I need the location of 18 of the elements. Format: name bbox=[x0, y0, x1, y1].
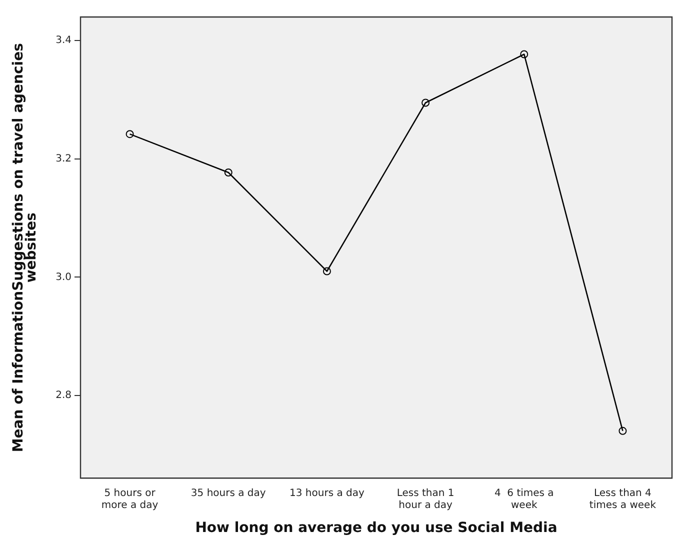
x-tick-label: 13 hours a day bbox=[290, 488, 364, 499]
x-tick-label: 5 hours or more a day bbox=[101, 488, 158, 511]
point bbox=[322, 267, 331, 276]
y-tick-label: 3.2 bbox=[56, 154, 72, 164]
y-tick-label: 2.8 bbox=[56, 390, 72, 402]
y-axis-title: Mean of InformationSuggestions on travel agencies websites bbox=[10, 43, 40, 452]
point bbox=[224, 168, 232, 177]
point bbox=[520, 50, 528, 58]
y-tick-label: 3.4 bbox=[56, 35, 72, 46]
y-tick-label: 3.0 bbox=[56, 272, 72, 283]
x-tick-label: 4 6 times a week bbox=[494, 488, 554, 511]
point bbox=[618, 426, 627, 435]
point bbox=[422, 98, 430, 107]
x-axis-title: How long on average do you use Social Media bbox=[195, 520, 558, 536]
x-tick-label: 35 hours a day bbox=[190, 488, 266, 499]
x-tick-label: Less than 4 times a week bbox=[589, 488, 656, 511]
point bbox=[126, 130, 134, 138]
x-tick-label: Less than 1 hour a day bbox=[396, 488, 454, 511]
